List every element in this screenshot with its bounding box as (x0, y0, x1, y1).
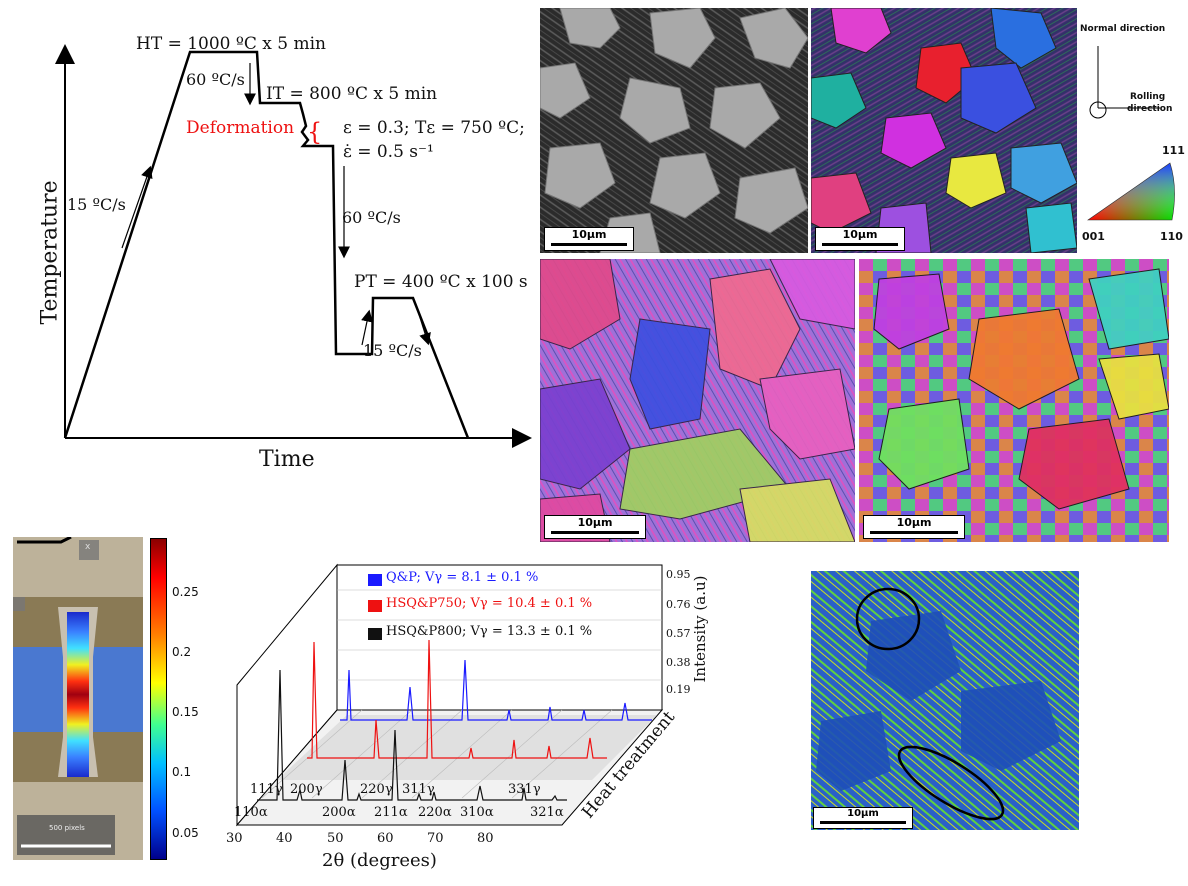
deformation-params-2: ε̇ = 0.5 s⁻¹ (343, 142, 434, 162)
rolling-direction-label-1: Rolling (1130, 92, 1166, 102)
y-axis-title: Temperature (37, 180, 63, 325)
strain-specimen-image: x 500 pixels (13, 537, 143, 860)
scale-bar-4-label: 10µm (896, 516, 932, 529)
colorbar-tick-4: 0.1 (172, 765, 192, 779)
peak-111g: 111γ (250, 782, 283, 797)
ht-label: HT = 1000 ºC x 5 min (136, 34, 327, 54)
xrd-plot (235, 563, 664, 827)
peak-310a: 310α (460, 805, 494, 820)
legend-qp: Q&P; Vγ = 8.1 ± 0.1 % (386, 570, 539, 585)
deformation-label: Deformation (186, 118, 295, 138)
sample-axes-icon (1089, 46, 1160, 119)
colorbar-gradient (150, 538, 167, 860)
normal-direction-label: Normal direction (1080, 24, 1166, 34)
pt-heating-arrow (361, 309, 373, 346)
legend-swatch-qp (368, 574, 382, 586)
ipf-map-3: 10µm (859, 259, 1169, 542)
scale-bar-1: 10µm (544, 227, 634, 251)
peak-200a: 200α (322, 805, 356, 820)
pixel-scale-label: 500 pixels (49, 824, 85, 832)
x-tick-30: 30 (226, 831, 243, 846)
ipf-map-1: 10µm (811, 8, 1077, 253)
colorbar-tick-2: 0.2 (172, 645, 192, 659)
legend-hsqp800: HSQ&P800; Vγ = 13.3 ± 0.1 % (386, 624, 593, 639)
xrd-legend: Q&P; Vγ = 8.1 ± 0.1 % HSQ&P750; Vγ = 10.… (362, 566, 662, 646)
ipf-triangle (1087, 162, 1175, 221)
intensity-tick-4: 0.38 (666, 656, 691, 669)
intensity-tick-5: 0.19 (666, 683, 691, 696)
legend-swatch-hsqp800 (368, 628, 382, 640)
peak-311g: 311γ (402, 782, 435, 797)
scale-bar-2-label: 10µm (842, 228, 878, 241)
deformation-bracket: { (307, 118, 322, 146)
peak-220g: 220γ (360, 782, 393, 797)
x-tick-80: 80 (477, 831, 494, 846)
peak-211a: 211α (374, 805, 408, 820)
pole-001-label: 001 (1082, 230, 1105, 243)
kam-highlight-ellipse (897, 745, 1005, 821)
x-tick-40: 40 (276, 831, 293, 846)
peak-200g: 200γ (290, 782, 323, 797)
colorbar-tick-5: 0.05 (172, 826, 199, 840)
pole-111-label: 111 (1162, 144, 1185, 157)
pt-cooling-arrow (416, 307, 431, 346)
xrd-x-axis-title: 2θ (degrees) (322, 850, 437, 871)
intensity-tick-2: 0.76 (666, 598, 691, 611)
temperature-profile (63, 50, 470, 439)
xrd-waterfall: Q&P; Vγ = 8.1 ± 0.1 % HSQ&P750; Vγ = 10.… (222, 560, 709, 882)
heating-rate-label: 15 ºC/s (67, 195, 126, 214)
x-tick-70: 70 (427, 831, 444, 846)
legend-swatch-hsqp750 (368, 600, 382, 612)
it-label: IT = 800 ºC x 5 min (266, 84, 438, 104)
intensity-tick-3: 0.57 (666, 627, 691, 640)
heating-arrow (121, 165, 153, 249)
colorbar-tick-1: 0.25 (172, 585, 199, 599)
peak-220a: 220α (418, 805, 452, 820)
cooling-rate-label-2: 60 ºC/s (342, 208, 401, 227)
intensity-tick-1: 0.95 (666, 568, 691, 581)
legend-hsqp750: HSQ&P750; Vγ = 10.4 ± 0.1 % (386, 596, 593, 611)
deformation-params-1: ε = 0.3; Tε = 750 ºC; (343, 118, 525, 138)
pt-rate-label: 15 ºC/s (363, 341, 422, 360)
x-tick-60: 60 (377, 831, 394, 846)
intensity-axis-title: Intensity (a.u) (691, 575, 709, 683)
peak-321a: 321α (530, 805, 564, 820)
peak-110a: 110α (234, 805, 268, 820)
x-tick-50: 50 (327, 831, 344, 846)
scale-bar-4: 10µm (863, 515, 965, 539)
scale-bar-2: 10µm (815, 227, 905, 251)
pole-110-label: 110 (1160, 230, 1183, 243)
ipf-map-2: 10µm (540, 259, 855, 542)
schedule-diagram: { (55, 44, 532, 448)
colorbar-tick-3: 0.15 (172, 705, 199, 719)
pt-label: PT = 400 ºC x 100 s (354, 272, 528, 292)
cooling-rate-label-1: 60 ºC/s (186, 70, 245, 89)
kam-map: 10µm (811, 571, 1079, 830)
sem-micrograph: 10µm (540, 8, 808, 253)
ipf-key: Normal direction Rolling direction 111 0… (1080, 8, 1188, 258)
peak-331g: 331γ (508, 782, 541, 797)
rolling-direction-label-2: direction (1127, 104, 1173, 114)
scale-bar-3-label: 10µm (577, 516, 613, 529)
scale-bar-5: 10µm (813, 807, 913, 829)
heat-treatment-schedule: { HT = 1000 ºC x 5 min 15 ºC/s 60 ºC/s I… (0, 0, 540, 480)
x-axis-title: Time (259, 447, 315, 472)
kam-highlight-circle (855, 587, 921, 651)
scale-bar-5-label: 10µm (847, 808, 879, 819)
overlay-close-label: x (85, 542, 91, 552)
scale-bar-3: 10µm (544, 515, 646, 539)
strain-colorbar: 0.25 0.2 0.15 0.1 0.05 (150, 538, 210, 862)
scale-bar-1-label: 10µm (571, 228, 607, 241)
